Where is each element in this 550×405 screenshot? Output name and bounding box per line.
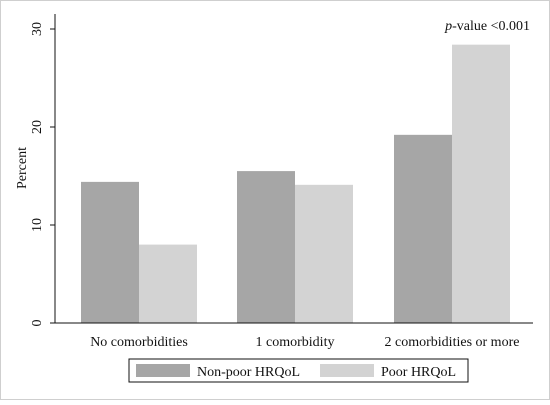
legend-swatch-non-poor	[136, 364, 190, 377]
legend-swatch-poor	[320, 364, 374, 377]
p-value-italic: p	[444, 19, 452, 34]
y-tick-label: 20	[30, 120, 45, 134]
bar-non-poor-0	[81, 181, 139, 323]
legend-label-non-poor: Non-poor HRQoL	[197, 365, 300, 380]
p-value-rest: -value <0.001	[452, 19, 530, 34]
bar-poor-0	[139, 244, 197, 323]
axes-layer	[54, 14, 533, 324]
x-tick-label: No comorbidities	[90, 335, 188, 350]
p-value-annotation: p-value <0.001	[444, 19, 530, 34]
bars-layer	[81, 44, 510, 324]
bar-non-poor-2	[394, 134, 452, 323]
y-tick-label: 10	[30, 218, 45, 232]
legend-label-poor: Poor HRQoL	[381, 365, 456, 380]
bar-non-poor-1	[237, 171, 295, 323]
x-tick-label: 2 comorbidities or more	[385, 335, 520, 350]
x-tick-label: 1 comorbidity	[256, 335, 335, 350]
legend-box	[128, 358, 469, 383]
y-ticks: 0 10 20 30	[30, 22, 55, 327]
x-tick-labels: No comorbidities 1 comorbidity 2 comorbidi…	[90, 335, 519, 350]
y-tick-label: 0	[30, 320, 45, 327]
bar-poor-2	[452, 44, 510, 324]
bar-poor-1	[295, 184, 353, 323]
y-axis-label: Percent	[15, 147, 30, 189]
y-tick-label: 30	[30, 22, 45, 36]
legend: Non-poor HRQoL Poor HRQoL	[128, 358, 469, 383]
